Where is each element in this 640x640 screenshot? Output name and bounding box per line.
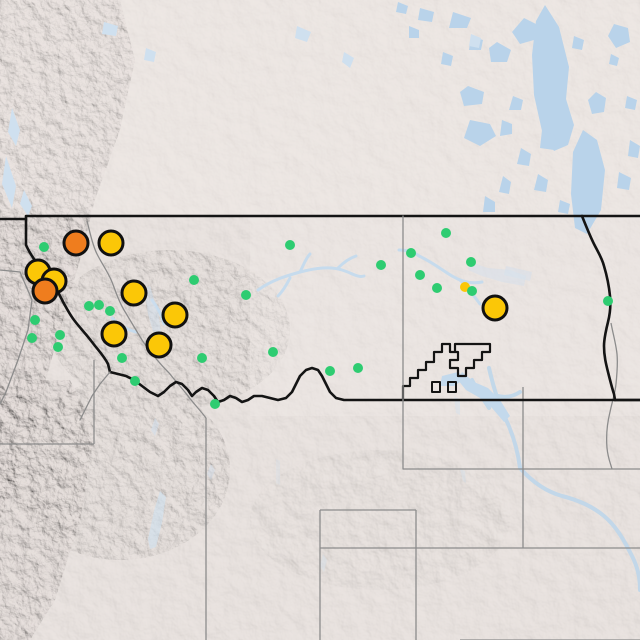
markers-layer[interactable] [24, 228, 613, 409]
map-marker-low[interactable] [325, 366, 335, 376]
map-marker-low[interactable] [27, 333, 37, 343]
water-layer-usa-faint [144, 262, 532, 572]
border-nd-east-thick [580, 214, 617, 402]
border-id-west [0, 269, 33, 405]
water-layer-canada-faint [2, 22, 481, 216]
map-marker-low[interactable] [353, 363, 363, 373]
map-marker-low[interactable] [415, 270, 425, 280]
map-marker-medium[interactable] [100, 320, 128, 348]
map-marker-medium[interactable] [481, 294, 509, 322]
map-marker-low[interactable] [432, 283, 442, 293]
map-marker-low[interactable] [466, 257, 476, 267]
water-layer-usa [110, 248, 484, 334]
map-marker-medium[interactable] [120, 279, 148, 307]
map-marker-low[interactable] [53, 342, 63, 352]
border-enclave-a [431, 381, 441, 393]
border-nd-sd-notch [401, 342, 492, 402]
border-us-canada [0, 214, 640, 221]
map-marker-low[interactable] [39, 242, 49, 252]
border-mt-south [108, 366, 405, 404]
map-marker-medium[interactable] [161, 301, 189, 329]
border-id-se [79, 371, 111, 421]
map-marker-low[interactable] [376, 260, 386, 270]
map-marker-low[interactable] [117, 353, 127, 363]
map-marker-low[interactable] [406, 248, 416, 258]
map-marker-low[interactable] [603, 296, 613, 306]
map-marker-low[interactable] [130, 376, 140, 386]
map-marker-low[interactable] [441, 228, 451, 238]
map-marker-medium[interactable] [145, 331, 173, 359]
map-marker-low[interactable] [210, 399, 220, 409]
map-marker-low[interactable] [94, 300, 104, 310]
map-marker-low[interactable] [84, 301, 94, 311]
map-marker-high[interactable] [31, 277, 59, 305]
map-marker-high[interactable] [62, 229, 90, 257]
map-marker-medium[interactable] [97, 229, 125, 257]
border-id-mt [86, 220, 207, 419]
map-marker-low[interactable] [241, 290, 251, 300]
map-marker-low[interactable] [189, 275, 199, 285]
border-enclave-b [447, 381, 457, 393]
map-marker-low[interactable] [30, 315, 40, 325]
map-marker-low[interactable] [285, 240, 295, 250]
map-marker-low[interactable] [105, 306, 115, 316]
map-marker-low[interactable] [197, 353, 207, 363]
map-marker-low[interactable] [268, 347, 278, 357]
state-borders-layer [0, 220, 640, 640]
water-layer-canada [396, 2, 640, 234]
map-marker-low[interactable] [467, 286, 477, 296]
map-marker-low[interactable] [55, 330, 65, 340]
